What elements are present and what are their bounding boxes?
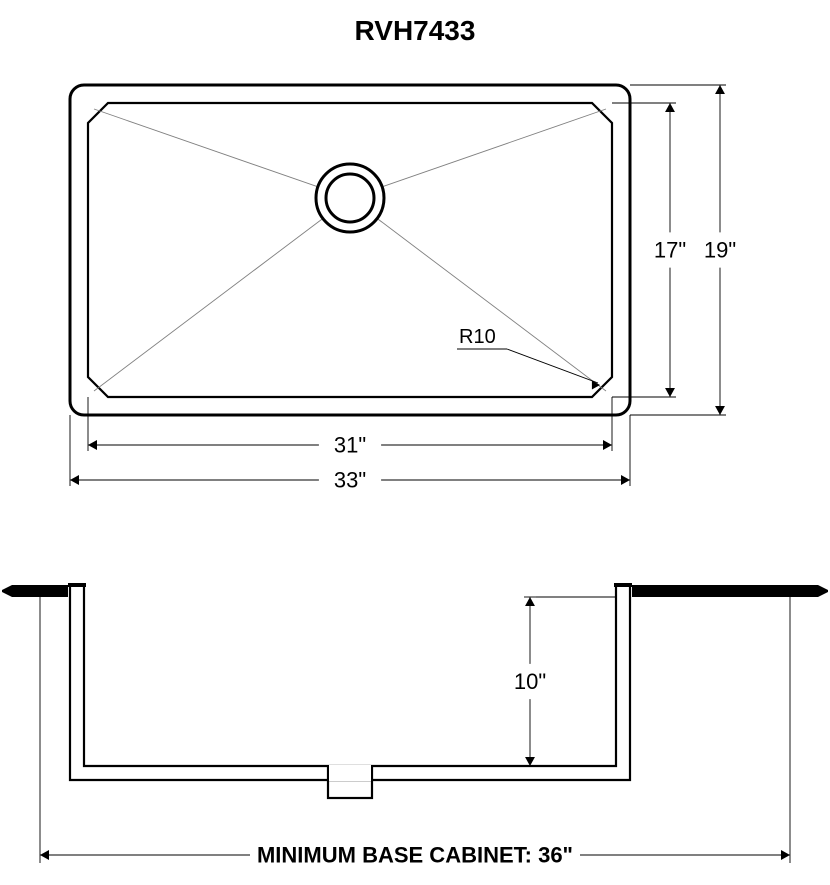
top-outer-rim: [70, 85, 630, 415]
model-title: RVH7433: [355, 15, 476, 46]
crease-line: [94, 109, 318, 187]
dim-top_view.dims.width_outer: 33": [334, 468, 366, 493]
radius-label: R10: [459, 326, 496, 348]
cabinet-label: MINIMUM BASE CABINET: 36": [257, 843, 573, 868]
drain-inner: [326, 174, 374, 222]
top-inner-bowl: [88, 103, 612, 397]
side-drain: [328, 780, 372, 798]
crease-line: [94, 218, 323, 391]
countertop: [632, 585, 828, 597]
dim-top_view.dims.height_outer: 19": [704, 238, 736, 263]
countertop: [2, 585, 68, 597]
dim-side_view.depth_label: 10": [514, 669, 546, 694]
dim-top_view.dims.height_inner: 17": [654, 238, 686, 263]
dim-top_view.dims.width_inner: 31": [334, 433, 366, 458]
crease-line: [382, 109, 606, 187]
crease-line: [377, 218, 606, 391]
